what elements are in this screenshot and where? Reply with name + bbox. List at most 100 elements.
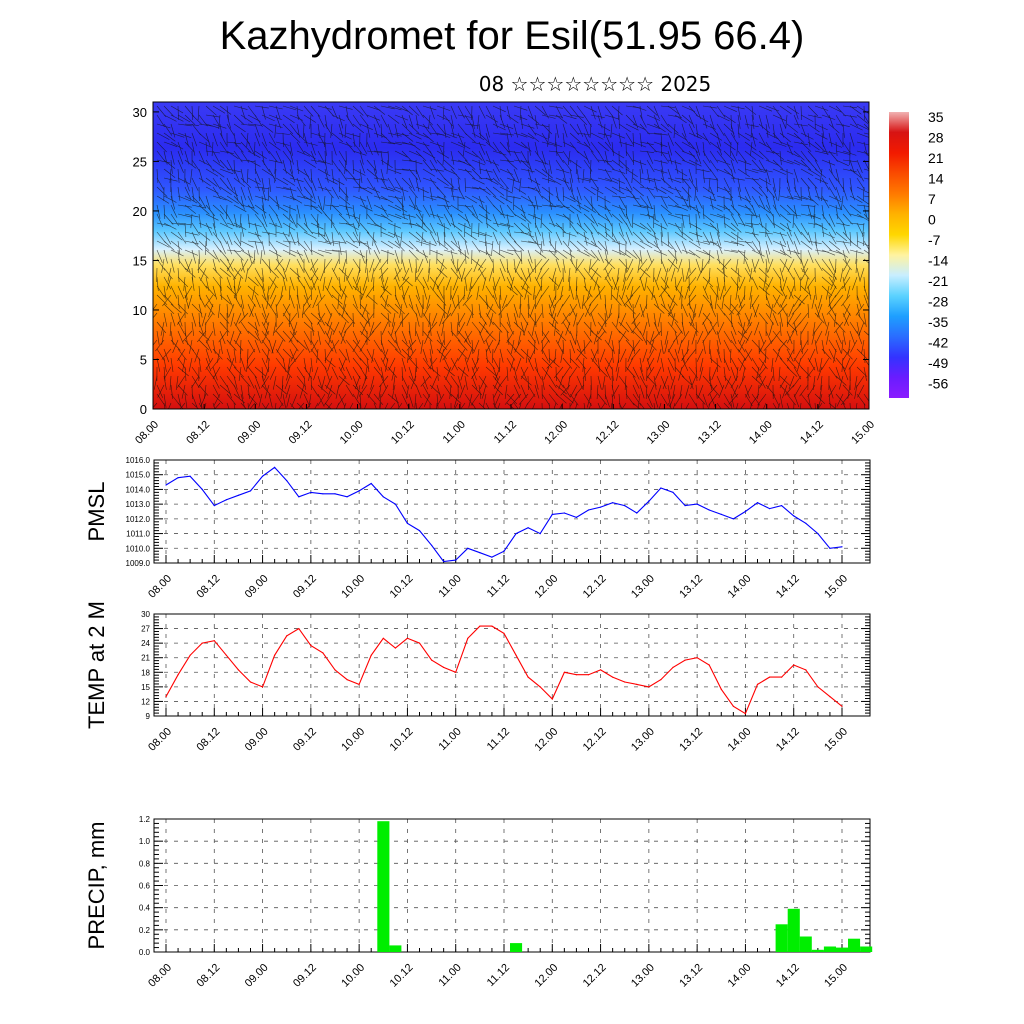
wind-barb (205, 159, 215, 172)
wind-barb (604, 384, 606, 400)
wind-barb (457, 204, 472, 208)
wind-barb (589, 168, 592, 183)
wind-barb (723, 366, 726, 381)
wind-barb (317, 114, 325, 128)
wind-barb (394, 294, 401, 309)
wind-barb (226, 393, 237, 405)
wind-barb (616, 267, 620, 282)
wind-barb (835, 240, 850, 244)
wind-barb (685, 402, 690, 409)
wind-barb (723, 186, 734, 199)
wind-barb (443, 294, 445, 310)
wind-barb (401, 195, 404, 210)
wind-barb (772, 204, 781, 218)
wind-barb (741, 321, 746, 336)
wind-barb (238, 312, 249, 324)
wind-barb (492, 222, 507, 227)
wind-barb (625, 249, 638, 259)
wind-barb (807, 195, 819, 206)
wind-barb (282, 393, 286, 408)
wind-barb (779, 321, 782, 336)
x-tick-label: 14.00 (726, 726, 754, 754)
wind-barb (603, 258, 613, 271)
wind-barb (737, 168, 750, 177)
wind-barb (407, 348, 417, 361)
wind-barb (750, 141, 753, 156)
wind-barb (161, 348, 172, 360)
wind-barb (261, 195, 265, 210)
wind-barb (767, 258, 774, 273)
wind-barb (288, 312, 298, 325)
wind-barb (471, 141, 486, 146)
wind-barb (204, 321, 207, 337)
wind-barb (464, 132, 476, 143)
wind-barb (457, 222, 471, 229)
x-tick-label: 12.00 (532, 962, 560, 990)
wind-barb (632, 366, 640, 380)
wind-barb (517, 330, 522, 345)
wind-barb (492, 285, 497, 300)
wind-barb (527, 267, 532, 282)
wind-barb (169, 321, 172, 337)
wind-barb (394, 240, 405, 252)
wind-barb (737, 186, 742, 201)
wind-barb (177, 177, 191, 185)
wind-barb (204, 402, 207, 409)
wind-barb (380, 285, 392, 296)
wind-barb (777, 339, 788, 351)
wind-barb (520, 168, 535, 173)
wind-barb (709, 240, 723, 249)
wind-barb (646, 240, 660, 249)
x-tick-label: 15.00 (822, 962, 850, 990)
wind-barb (457, 258, 466, 272)
wind-barb (737, 105, 741, 120)
wind-barb (443, 402, 447, 409)
y-tick-label: 1.0 (139, 837, 151, 846)
wind-barb (753, 258, 760, 273)
y-tick-label: 12 (141, 697, 150, 706)
wind-barb (637, 258, 641, 273)
wind-barb (667, 213, 682, 219)
wind-barb (863, 402, 866, 409)
wind-barb (793, 231, 801, 245)
wind-barb (366, 105, 381, 111)
wind-barb (814, 132, 828, 140)
wind-barb (373, 123, 379, 138)
wind-barb (358, 213, 361, 228)
wind-barb (240, 177, 252, 189)
wind-barb (619, 348, 627, 362)
wind-barb (604, 276, 613, 289)
wind-barb (646, 105, 658, 116)
wind-barb (744, 195, 754, 208)
wind-barb (520, 186, 535, 189)
wind-barb (394, 213, 409, 220)
wind-barb (338, 195, 351, 206)
wind-barb (520, 384, 527, 399)
wind-barb (611, 366, 614, 381)
wind-barb (639, 177, 654, 182)
wind-barb (296, 150, 311, 157)
data-point (237, 494, 239, 496)
wind-barb (560, 384, 571, 396)
wind-barb (408, 159, 423, 165)
wind-barb (758, 276, 770, 287)
wind-barb (485, 402, 490, 409)
wind-barb (634, 294, 641, 309)
wind-barb (364, 402, 368, 409)
wind-barb (840, 393, 851, 406)
wind-barb (582, 357, 585, 372)
x-tick-label: 11.12 (485, 962, 512, 989)
wind-barb (359, 357, 370, 369)
wind-barb (618, 123, 631, 133)
wind-barb (429, 150, 437, 164)
wind-barb (248, 393, 256, 407)
wind-barb (527, 330, 536, 343)
wind-barb (457, 312, 460, 327)
wind-barb (177, 393, 182, 408)
wind-barb (429, 222, 437, 236)
wind-barb (359, 204, 373, 212)
wind-barb (646, 258, 655, 272)
wind-barb (618, 393, 621, 408)
wind-barb (604, 267, 611, 281)
wind-barb (800, 285, 812, 296)
